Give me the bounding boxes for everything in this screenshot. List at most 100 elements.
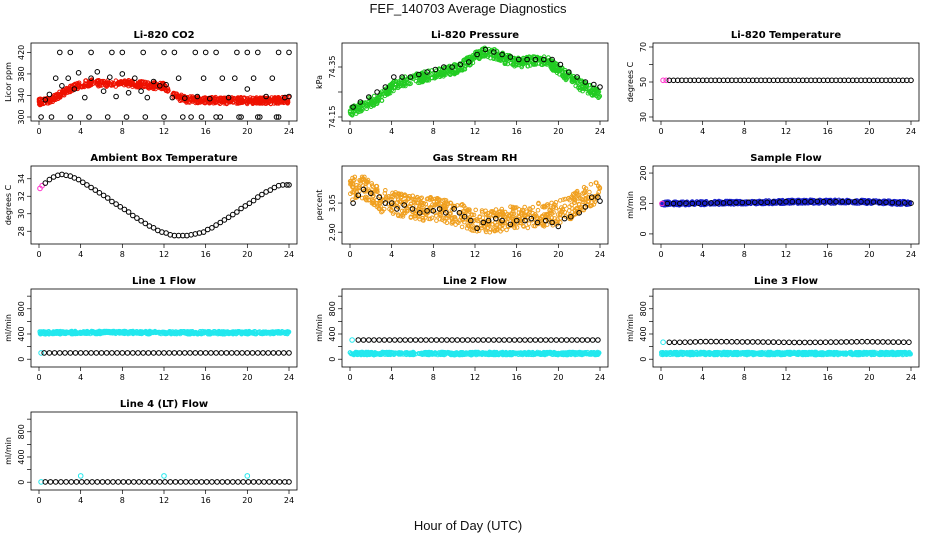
data-point <box>494 227 500 233</box>
data-point <box>510 208 516 214</box>
data-point <box>113 93 119 100</box>
data-point <box>38 114 44 120</box>
data-point <box>130 331 136 337</box>
data-point <box>180 114 186 120</box>
data-point <box>845 198 852 205</box>
data-point <box>46 91 53 98</box>
data-point <box>175 75 182 81</box>
y-axis-label: degrees C <box>626 61 635 102</box>
data-point <box>369 181 375 186</box>
data-point <box>553 203 558 208</box>
data-point <box>423 337 429 343</box>
x-tick-label: 4 <box>389 373 394 382</box>
data-point <box>563 337 570 343</box>
data-point <box>695 200 702 206</box>
data-point <box>459 224 465 230</box>
data-point <box>249 350 256 356</box>
data-point <box>485 217 492 224</box>
data-point <box>451 206 458 212</box>
data-point <box>427 197 433 202</box>
data-point <box>259 191 265 198</box>
data-point <box>852 198 858 205</box>
data-point <box>411 199 417 205</box>
data-point <box>87 83 93 88</box>
x-tick-label: 0 <box>658 250 663 259</box>
data-point <box>774 77 781 84</box>
data-point <box>221 217 228 223</box>
x-tick-label: 12 <box>470 127 480 136</box>
data-point <box>163 81 169 88</box>
y-tick-label: 34 <box>17 174 26 184</box>
data-point <box>588 182 594 187</box>
data-point <box>516 210 522 215</box>
data-point <box>133 330 138 336</box>
x-tick-label: 12 <box>781 250 791 259</box>
data-point <box>401 210 407 216</box>
data-point <box>795 198 802 205</box>
data-point <box>895 200 902 206</box>
data-point <box>350 197 355 202</box>
data-point <box>592 92 598 98</box>
data-point <box>839 200 844 206</box>
data-point <box>142 220 149 227</box>
y-tick-label: 0 <box>639 231 648 236</box>
data-point <box>347 179 353 184</box>
data-point <box>407 74 414 80</box>
data-point <box>169 94 176 101</box>
data-point <box>383 188 388 193</box>
data-point <box>444 220 450 225</box>
data-point <box>777 199 783 205</box>
y-tick-label: 300 <box>17 109 26 124</box>
data-point <box>265 350 272 356</box>
data-point <box>482 351 487 357</box>
data-point <box>254 114 261 120</box>
data-point <box>114 350 120 356</box>
x-tick-label: 0 <box>347 373 352 382</box>
data-point <box>423 201 429 207</box>
data-point <box>844 197 850 203</box>
data-point <box>436 196 441 202</box>
x-tick-label: 0 <box>36 373 41 382</box>
data-point <box>587 203 593 209</box>
data-point <box>588 194 595 200</box>
data-point <box>465 223 471 228</box>
data-point <box>908 200 914 206</box>
data-point <box>275 95 280 101</box>
data-point <box>571 351 576 357</box>
panel-title: Line 2 Flow <box>443 276 507 287</box>
data-point <box>84 182 90 188</box>
data-point <box>513 351 519 357</box>
x-tick-label: 4 <box>78 127 83 136</box>
data-point <box>213 49 219 56</box>
data-point <box>376 337 383 343</box>
y-tick-label: 2.90 <box>328 223 337 241</box>
data-point <box>433 213 439 218</box>
data-point <box>382 84 389 90</box>
data-point <box>577 205 583 210</box>
data-point <box>194 331 200 337</box>
data-point <box>230 99 236 105</box>
data-point <box>908 77 914 84</box>
data-point <box>399 350 404 355</box>
data-point <box>507 54 514 60</box>
data-point <box>198 114 205 120</box>
panel-title: Li-820 CO2 <box>133 30 194 41</box>
panel-title: Li-820 Temperature <box>731 30 841 41</box>
data-point <box>424 208 430 214</box>
data-point <box>113 201 119 207</box>
data-point <box>422 350 427 355</box>
data-point <box>449 221 455 226</box>
data-point <box>557 68 562 74</box>
data-point <box>57 89 62 95</box>
data-point <box>490 53 496 58</box>
data-point <box>370 103 376 108</box>
data-point <box>550 351 556 356</box>
y-tick-label: 74.35 <box>328 56 337 79</box>
data-point <box>543 351 549 357</box>
data-point <box>499 217 505 224</box>
y-tick-label: 400 <box>328 326 337 341</box>
data-point <box>480 219 487 226</box>
y-tick-label: 50 <box>639 77 648 87</box>
